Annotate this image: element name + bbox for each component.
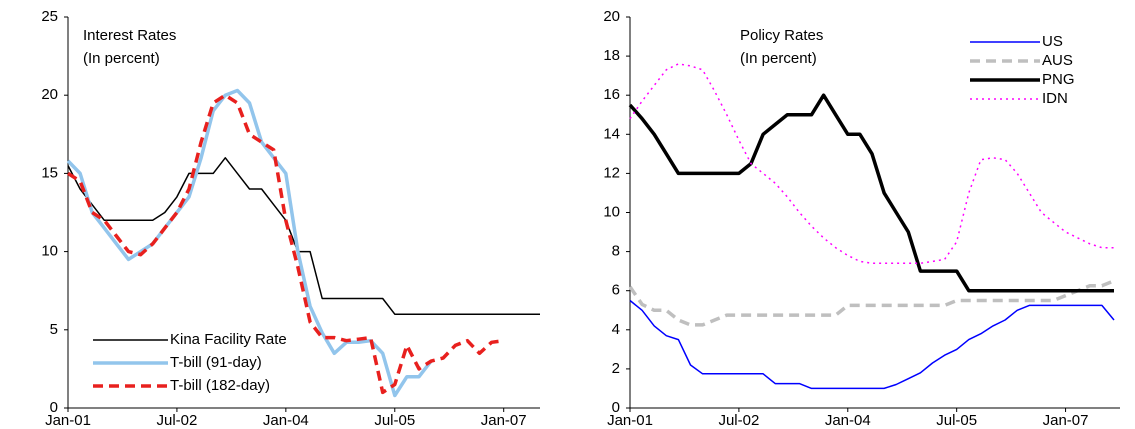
x-tick-label: Jul-05 [936,412,977,429]
y-tick-label: 0 [612,399,620,416]
x-tick-label: Jan-07 [481,412,527,429]
x-tick-label: Jan-04 [825,412,871,429]
series-line [629,63,1114,265]
series-line [628,279,1115,327]
x-tick-label: Jan-07 [1043,412,1089,429]
x-tick-label: Jan-04 [263,412,309,429]
x-tick-label: Jul-02 [156,412,197,429]
legend-label: T-bill (182-day) [170,377,270,394]
series-line [628,93,1114,293]
y-tick-label: 10 [603,203,620,220]
y-tick-label: 18 [603,47,620,64]
legend-label: Kina Facility Rate [170,331,287,348]
chart-title: Policy Rates [740,27,823,44]
legend-label: AUS [1042,52,1073,69]
series-line [67,157,540,315]
y-tick-label: 15 [41,164,58,181]
chart-title: Interest Rates [83,27,176,44]
y-tick-label: 14 [603,125,620,142]
x-tick-label: Jul-05 [374,412,415,429]
x-tick-label: Jan-01 [607,412,653,429]
y-tick-label: 16 [603,86,620,103]
y-tick-label: 6 [612,282,620,299]
legend-label: US [1042,33,1063,50]
series-line [629,299,1115,390]
y-tick-label: 12 [603,164,620,181]
chart-subtitle: (In percent) [740,50,817,67]
chart-subtitle: (In percent) [83,50,160,67]
legend-label: PNG [1042,71,1075,88]
legend-label: T-bill (91-day) [170,354,262,371]
series-line [66,88,433,398]
y-tick-label: 0 [50,399,58,416]
y-tick-label: 4 [612,321,620,338]
y-tick-label: 25 [41,8,58,25]
x-tick-label: Jan-01 [45,412,91,429]
y-tick-label: 20 [603,8,620,25]
series-line [67,93,504,395]
y-tick-label: 2 [612,360,620,377]
y-tick-label: 20 [41,86,58,103]
y-tick-label: 10 [41,243,58,260]
x-tick-label: Jul-02 [718,412,759,429]
y-tick-label: 5 [50,321,58,338]
y-tick-label: 8 [612,243,620,260]
legend-label: IDN [1042,90,1068,107]
